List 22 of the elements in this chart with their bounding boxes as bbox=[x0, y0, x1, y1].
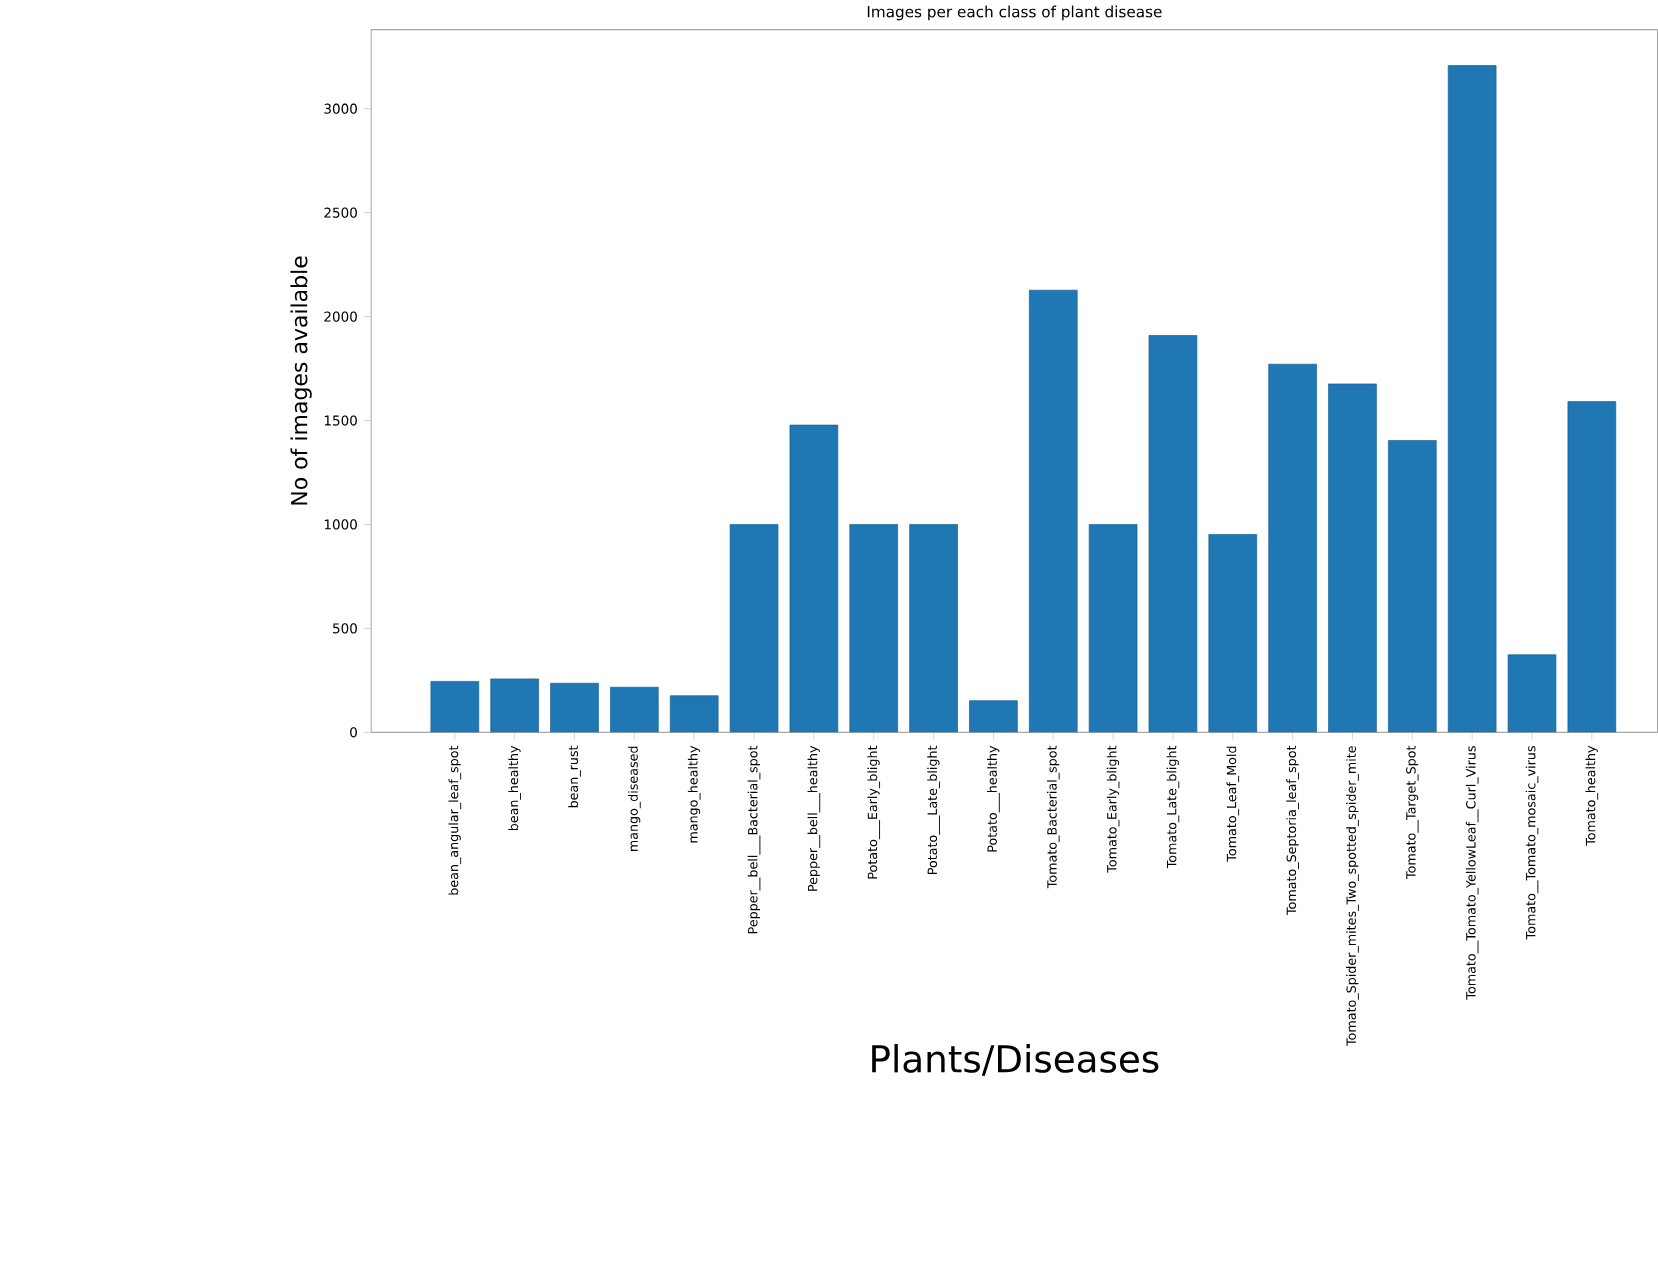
bar bbox=[550, 683, 599, 733]
bar bbox=[1508, 654, 1556, 733]
bar bbox=[730, 524, 778, 733]
bar bbox=[1208, 534, 1257, 733]
bar bbox=[430, 681, 479, 733]
bar bbox=[1448, 65, 1497, 733]
bar bbox=[909, 524, 958, 733]
bar bbox=[1268, 364, 1317, 733]
bar bbox=[1029, 290, 1078, 733]
y-axis-title: No of images available bbox=[290, 256, 312, 505]
bar bbox=[1567, 401, 1617, 733]
bar bbox=[490, 678, 539, 733]
bar bbox=[969, 700, 1018, 733]
bar bbox=[1388, 440, 1437, 733]
bar bbox=[670, 695, 719, 733]
bar bbox=[1149, 335, 1197, 733]
bar bbox=[610, 687, 659, 733]
bar bbox=[789, 424, 838, 733]
bar bbox=[1089, 524, 1138, 733]
bar bbox=[849, 524, 898, 733]
x-axis-title: Plants/Diseases bbox=[872, 1043, 1159, 1076]
bar bbox=[1328, 383, 1377, 733]
